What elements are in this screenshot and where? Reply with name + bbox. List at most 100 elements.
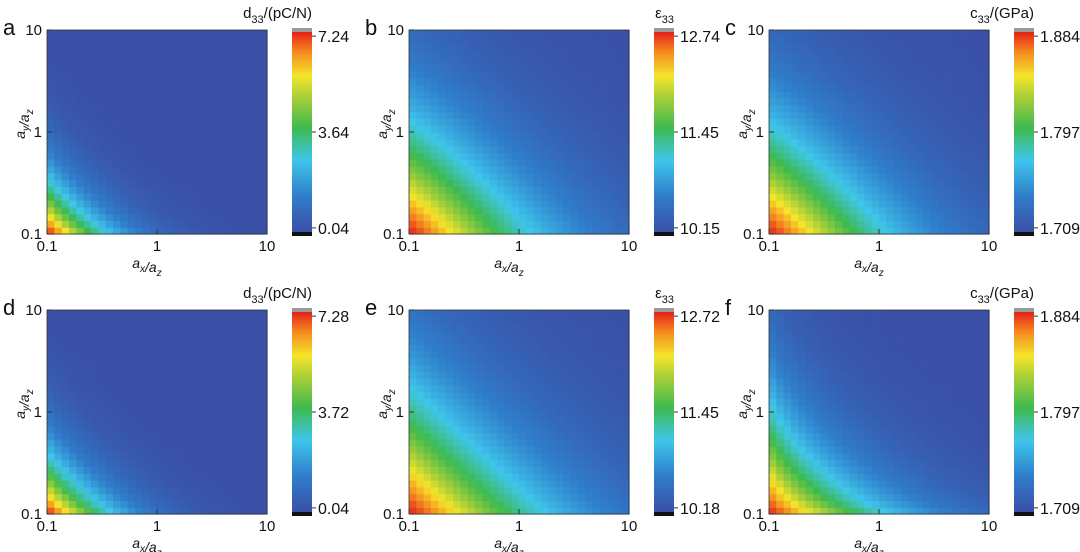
heatmap-cell: [201, 473, 209, 481]
heatmap-cell: [526, 323, 535, 331]
y-axis-label: ay/az: [12, 389, 36, 418]
heatmap-cell: [915, 152, 924, 160]
heatmap-cell: [813, 493, 821, 501]
heatmap-cell: [259, 36, 268, 45]
heatmap-cell: [193, 371, 202, 379]
heatmap-cell: [783, 186, 792, 194]
heatmap-cell: [849, 425, 858, 433]
heatmap-cell: [467, 493, 476, 501]
heatmap-cell: [76, 111, 85, 119]
heatmap-cell: [945, 57, 953, 65]
heatmap-cell: [959, 193, 968, 201]
heatmap-cell: [879, 179, 887, 187]
heatmap-cell: [842, 330, 851, 338]
heatmap-cell: [769, 70, 777, 79]
heatmap-cell: [533, 323, 542, 331]
heatmap-cell: [541, 432, 549, 440]
heatmap-cell: [533, 350, 542, 359]
heatmap-cell: [83, 432, 92, 440]
heatmap-cell: [592, 50, 601, 58]
heatmap-cell: [215, 473, 224, 481]
heatmap-cell: [237, 364, 246, 372]
heatmap-cell: [621, 364, 630, 372]
heatmap-cell: [120, 166, 129, 174]
heatmap-cell: [171, 138, 180, 147]
heatmap-cell: [186, 350, 195, 359]
heatmap-cell: [475, 310, 483, 318]
heatmap-cell: [237, 159, 246, 167]
heatmap-cell: [164, 446, 173, 454]
heatmap-cell: [827, 384, 836, 393]
heatmap-cell: [915, 70, 924, 79]
heatmap-cell: [511, 425, 520, 433]
heatmap-cell: [416, 193, 425, 201]
heatmap-cell: [585, 405, 593, 413]
heatmap-cell: [98, 118, 107, 126]
heatmap-cell: [827, 132, 836, 140]
heatmap-cell: [548, 473, 557, 481]
heatmap-cell: [193, 398, 202, 406]
colorbar-label: d33/(pC/N): [243, 5, 312, 26]
heatmap-cell: [555, 91, 564, 99]
heatmap-cell: [164, 193, 173, 201]
heatmap-cell: [223, 507, 231, 515]
heatmap-cell: [504, 36, 513, 45]
heatmap-cell: [974, 43, 983, 51]
heatmap-cell: [230, 486, 239, 495]
heatmap-cell: [186, 357, 195, 365]
heatmap-cell: [98, 30, 107, 38]
heatmap-cell: [164, 220, 173, 228]
heatmap-cell: [453, 473, 461, 481]
heatmap-cell: [482, 179, 491, 187]
colorbar-gradient: [1014, 32, 1034, 232]
heatmap-cell: [937, 77, 946, 85]
heatmap-cell: [857, 50, 865, 58]
heatmap-cell: [113, 172, 121, 181]
heatmap-cell: [201, 459, 209, 467]
heatmap-cell: [937, 206, 946, 215]
heatmap-cell: [91, 425, 99, 433]
heatmap-cell: [157, 473, 165, 481]
heatmap-cell: [607, 480, 615, 488]
heatmap-cell: [871, 98, 880, 106]
heatmap-cell: [981, 152, 990, 160]
heatmap-cell: [842, 220, 851, 228]
heatmap-cell: [467, 459, 476, 467]
heatmap-cell: [179, 145, 187, 153]
heatmap-cell: [460, 466, 469, 474]
heatmap-cell: [237, 425, 246, 433]
heatmap-cell: [127, 439, 136, 447]
heatmap-cell: [497, 384, 505, 393]
heatmap-cell: [409, 30, 417, 38]
heatmap-cell: [98, 186, 107, 194]
heatmap-cell: [223, 364, 231, 372]
heatmap-cell: [827, 125, 836, 133]
heatmap-cell: [127, 43, 136, 51]
heatmap-cell: [252, 493, 261, 501]
heatmap-cell: [805, 91, 814, 99]
heatmap-cell: [893, 138, 902, 147]
heatmap-cell: [105, 220, 114, 228]
heatmap-cell: [47, 43, 55, 51]
heatmap-cell: [431, 316, 439, 325]
heatmap-cell: [585, 466, 593, 474]
heatmap-cell: [409, 432, 417, 440]
heatmap-cell: [886, 152, 895, 160]
heatmap-cell: [135, 371, 143, 379]
heatmap-cell: [577, 166, 586, 174]
heatmap-cell: [113, 50, 121, 58]
heatmap-cell: [952, 206, 961, 215]
heatmap-cell: [482, 398, 491, 406]
heatmap-cell: [489, 486, 498, 495]
colorbar-value-max: 12.72: [680, 309, 720, 326]
heatmap-cell: [438, 473, 447, 481]
heatmap-cell: [577, 459, 586, 467]
heatmap-cell: [541, 378, 549, 386]
heatmap-cell: [237, 500, 246, 508]
heatmap-cell: [186, 412, 195, 420]
heatmap-cell: [54, 70, 63, 79]
heatmap-cell: [149, 357, 158, 365]
heatmap-cell: [76, 337, 85, 345]
heatmap-cell: [460, 36, 469, 45]
heatmap-cell: [201, 398, 209, 406]
